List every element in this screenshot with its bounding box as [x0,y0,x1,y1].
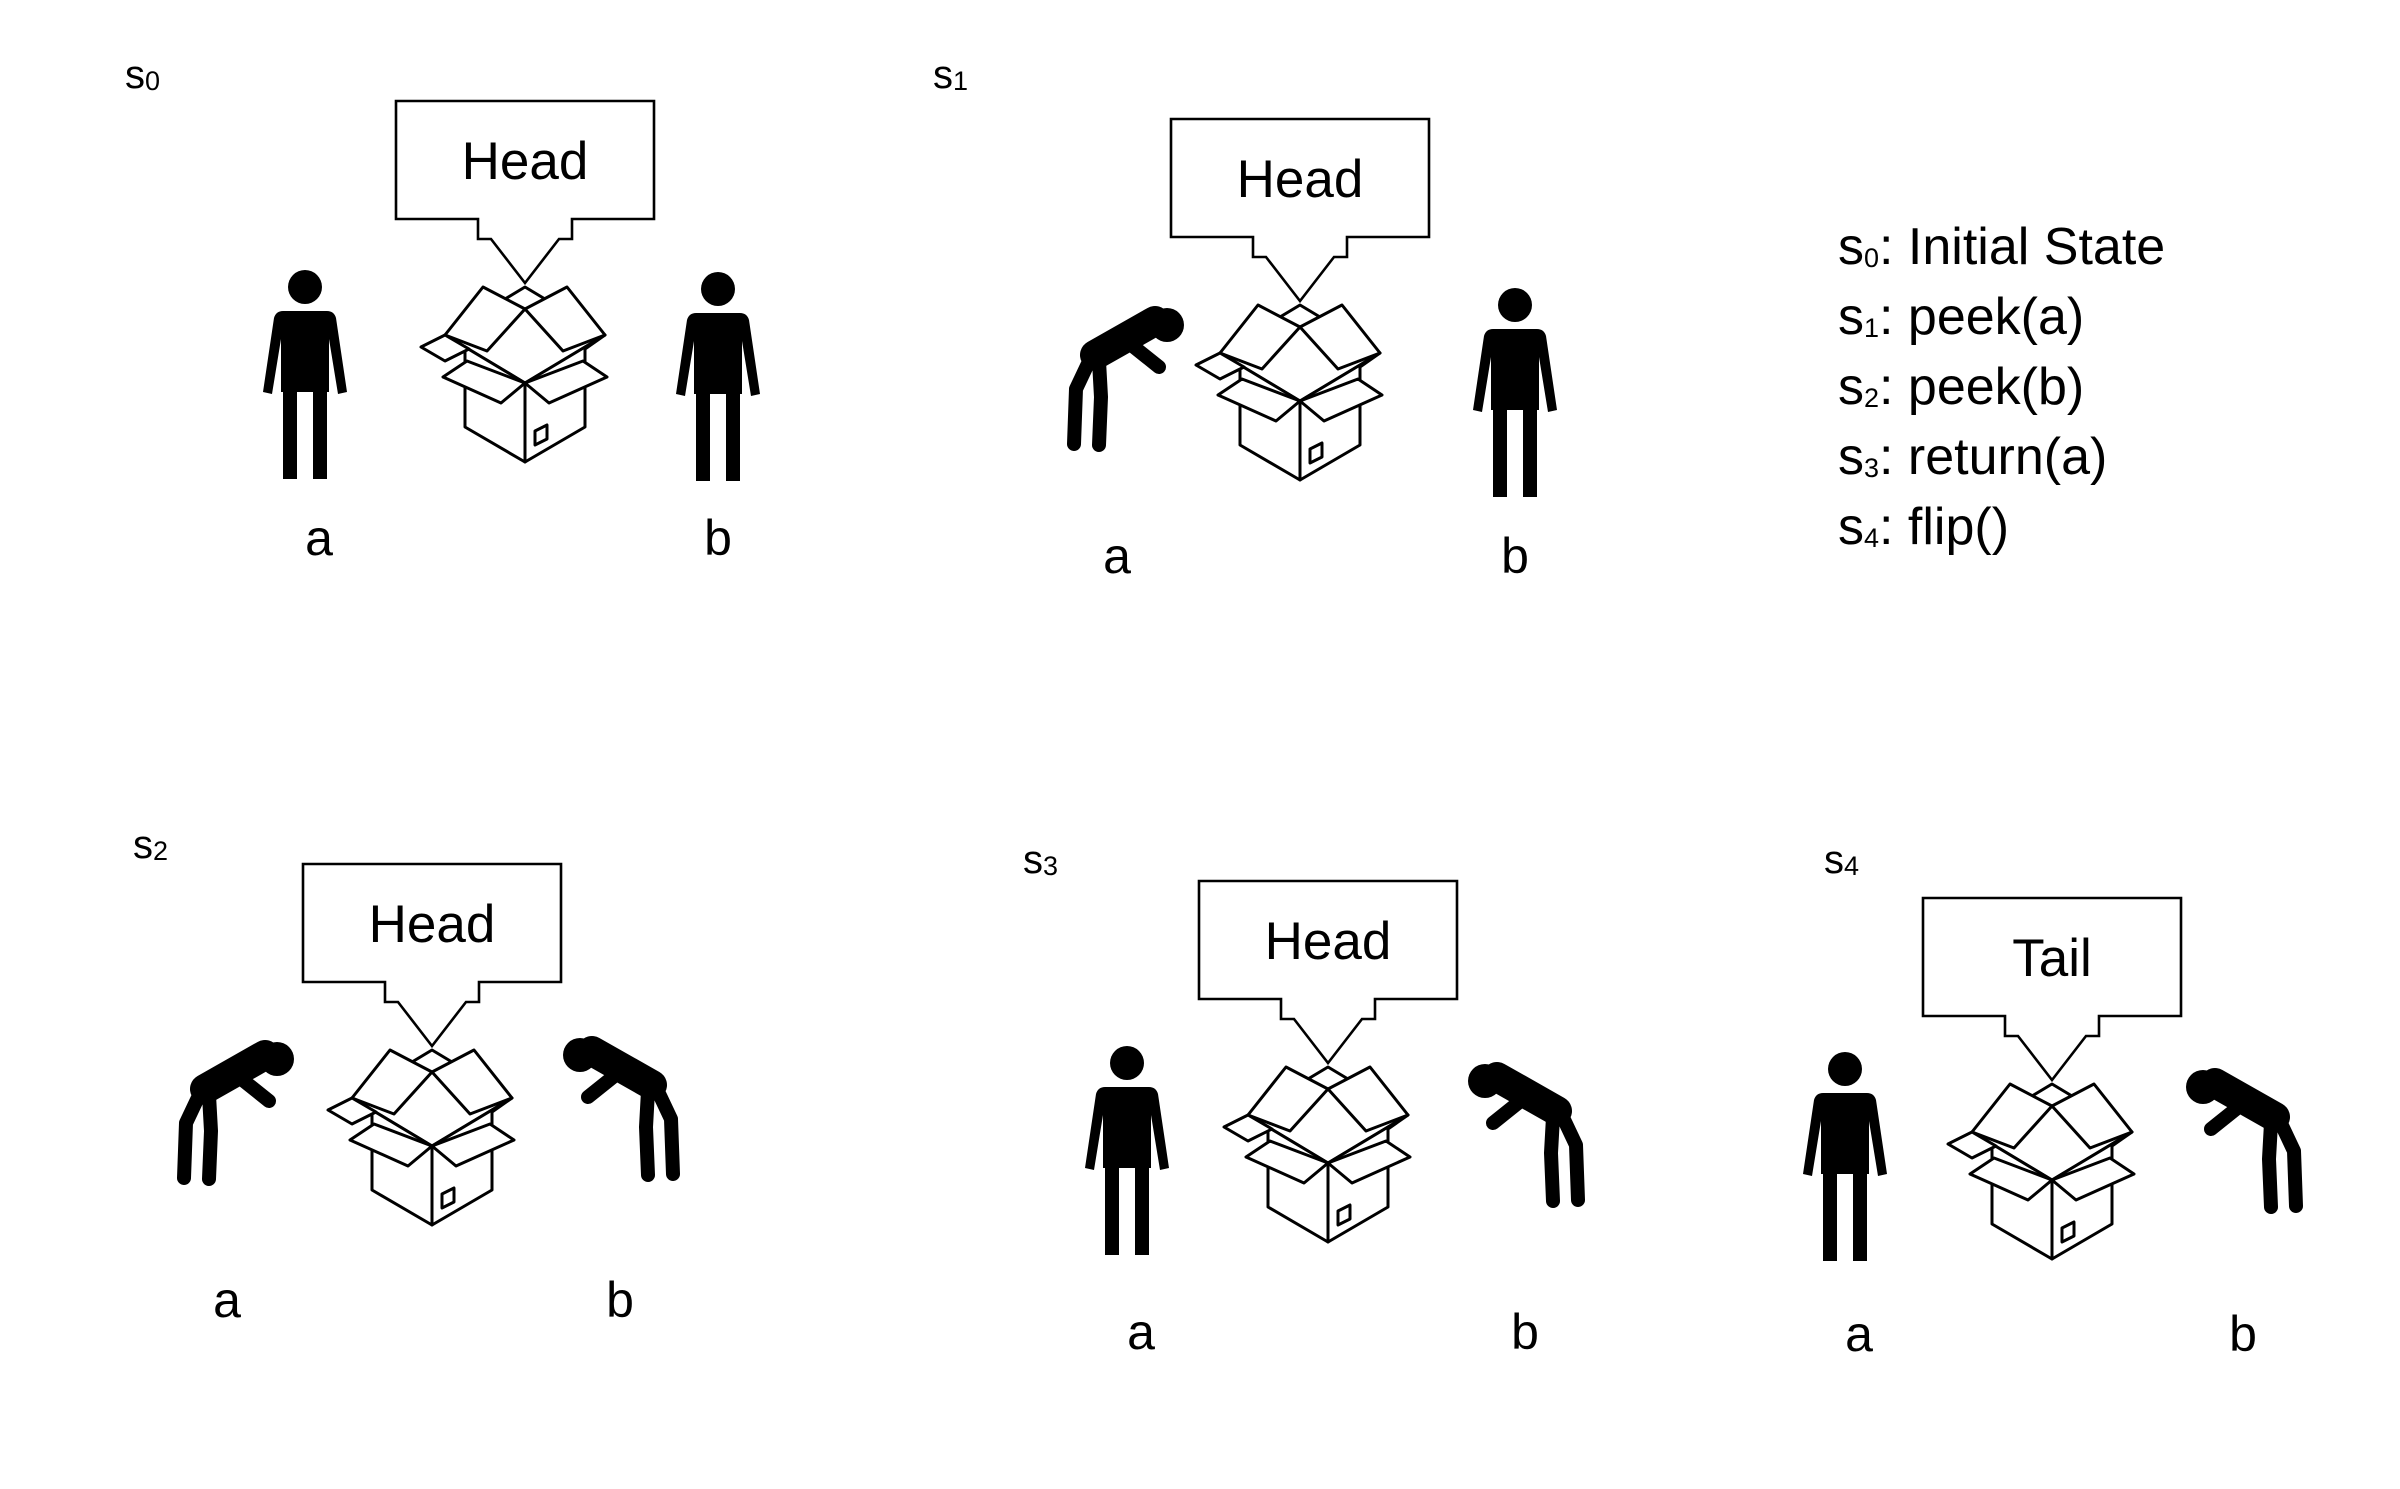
person-a-label: a [1127,1304,1155,1360]
person-b-label: b [1501,528,1529,584]
legend-item-s3: s3: return(a) [1838,428,2107,486]
coin-face-label: Head [369,895,496,954]
person-a-standing-icon [1803,1052,1887,1261]
person-b-label: b [606,1272,634,1328]
open-box-icon [326,1048,516,1227]
state-panel-s1: s1 Head a b [933,53,1557,584]
coin-face-label: Tail [2012,929,2092,988]
callout-arrow-icon [1169,117,1431,304]
person-a-standing-icon [1085,1046,1169,1255]
open-box-icon [1222,1065,1412,1244]
person-a-label: a [1845,1306,1873,1362]
state-panel-s2: s2 Head a b [133,823,673,1328]
person-a-label: a [1103,528,1131,584]
person-a-label: a [213,1272,241,1328]
person-a-peeking-icon [184,1042,294,1179]
person-b-label: b [1511,1304,1539,1360]
legend: s0: Initial State s1: peek(a) s2: peek(b) s… [1838,218,2165,556]
state-label: s1 [933,53,968,97]
state-panel-s4: s4 Tail a b [1803,838,2296,1362]
state-label: s0 [125,53,160,97]
open-box-icon [1946,1082,2136,1261]
legend-item-s2: s2: peek(b) [1838,358,2084,416]
state-panel-s0: s0 Head a b [125,53,760,566]
person-b-peeking-icon [2186,1070,2296,1207]
callout-arrow-icon [1921,896,2183,1083]
open-box-icon [419,285,609,464]
person-b-label: b [2229,1306,2257,1362]
person-a-standing-icon [263,270,347,479]
state-panel-s3: s3 Head a b [1023,838,1578,1360]
coin-face-label: Head [462,132,589,191]
state-label: s2 [133,823,168,867]
state-label: s3 [1023,838,1058,882]
callout-arrow-icon [394,99,656,286]
person-b-standing-icon [676,272,760,481]
legend-item-s0: s0: Initial State [1838,218,2165,276]
legend-item-s4: s4: flip() [1838,498,2009,556]
person-b-peeking-icon [563,1038,673,1175]
person-a-peeking-icon [1074,308,1184,445]
callout-arrow-icon [1197,879,1459,1066]
state-label: s4 [1824,838,1859,882]
person-b-standing-icon [1473,288,1557,497]
open-box-icon [1194,303,1384,482]
callout-arrow-icon [301,862,563,1049]
person-a-label: a [305,510,333,566]
coin-face-label: Head [1237,150,1364,209]
person-b-peeking-icon [1468,1064,1578,1201]
coin-face-label: Head [1265,912,1392,971]
legend-item-s1: s1: peek(a) [1838,288,2084,346]
person-b-label: b [704,510,732,566]
